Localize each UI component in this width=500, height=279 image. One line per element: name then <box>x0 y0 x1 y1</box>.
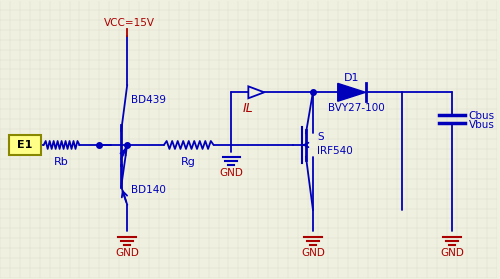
Text: Cbus: Cbus <box>469 111 495 121</box>
Text: E1: E1 <box>17 140 32 150</box>
Text: Rg: Rg <box>182 157 196 167</box>
Text: GND: GND <box>115 248 139 258</box>
Text: GND: GND <box>220 168 244 178</box>
Text: BD140: BD140 <box>131 185 166 195</box>
Text: GND: GND <box>440 248 464 258</box>
Text: Vbus: Vbus <box>469 120 494 130</box>
Text: VCC=15V: VCC=15V <box>104 18 154 28</box>
Text: GND: GND <box>301 248 325 258</box>
Text: S: S <box>317 132 324 142</box>
Bar <box>9 135 40 155</box>
Text: D1: D1 <box>344 73 360 83</box>
Text: IL: IL <box>243 102 254 115</box>
Text: BVY27-100: BVY27-100 <box>328 103 385 113</box>
Text: BD439: BD439 <box>131 95 166 105</box>
Polygon shape <box>338 83 365 101</box>
Text: Rb: Rb <box>54 157 69 167</box>
Text: IRF540: IRF540 <box>317 146 352 156</box>
